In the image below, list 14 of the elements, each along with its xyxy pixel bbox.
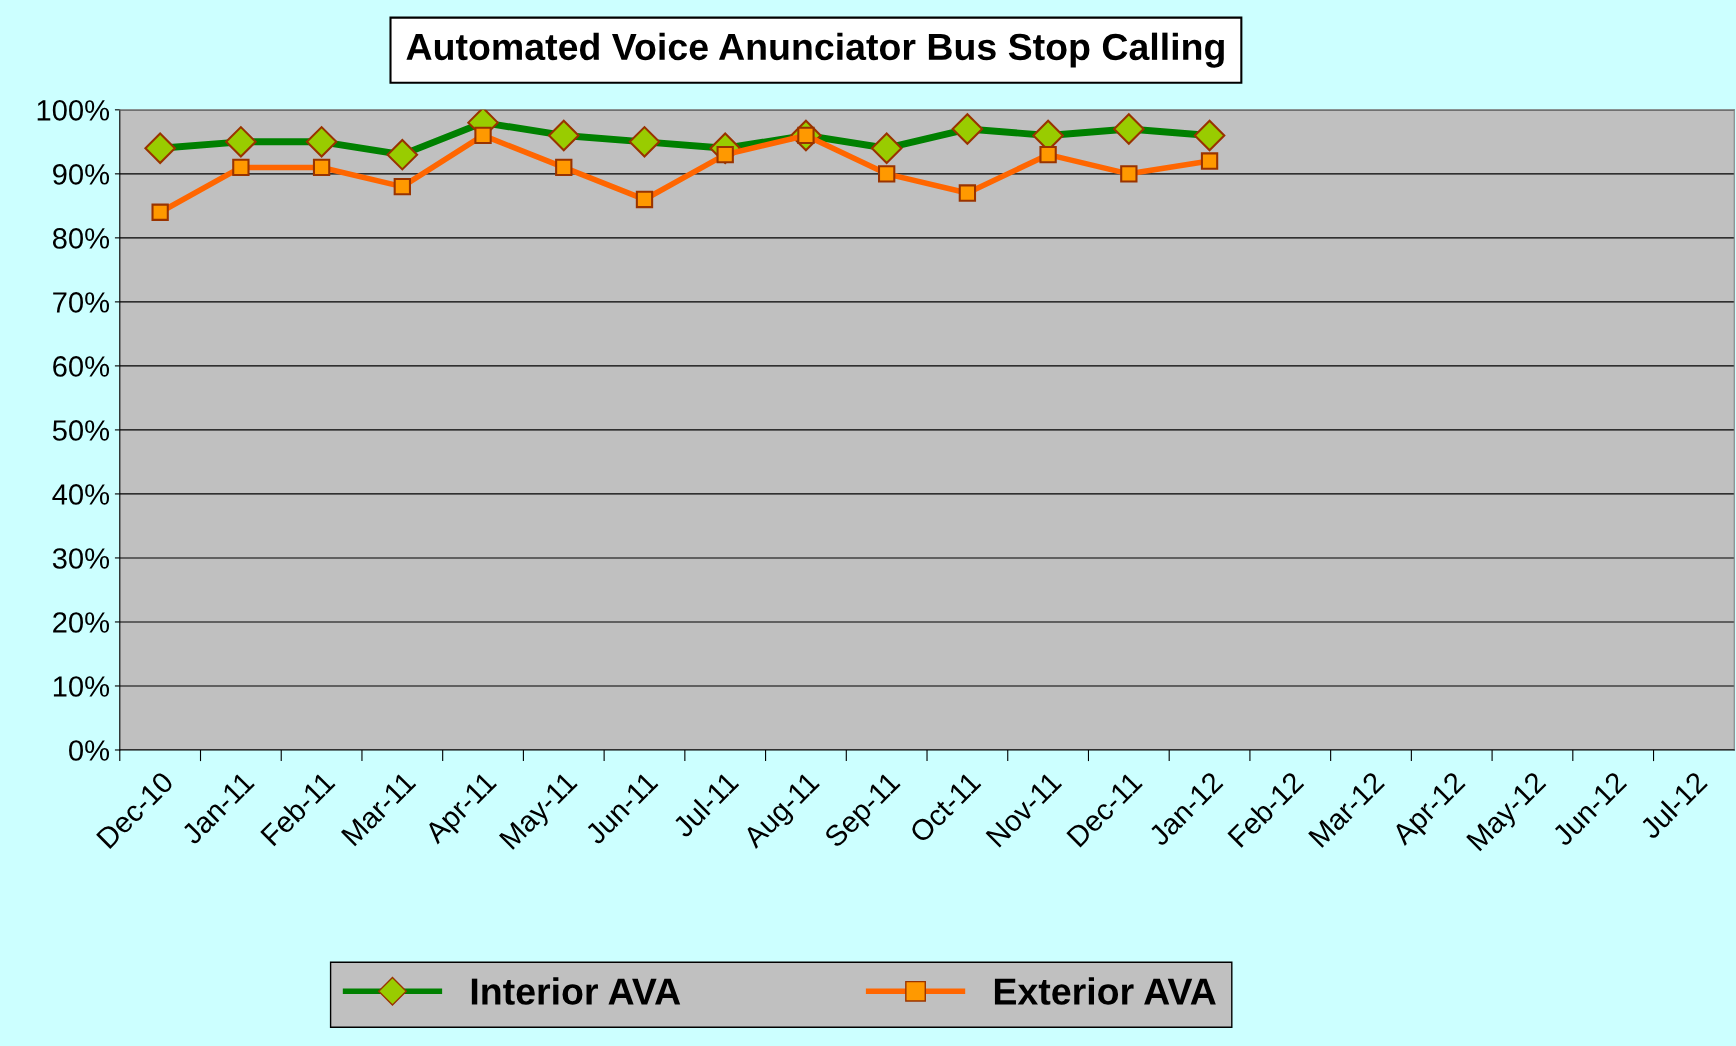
y-tick-label: 40% (52, 484, 110, 505)
chart-title: Automated Voice Anunciator Bus Stop Calling (406, 32, 1224, 68)
y-tick-label: 70% (53, 292, 110, 313)
y-tick-label: 100% (37, 100, 110, 121)
y-tick-label: 60% (53, 356, 110, 377)
legend-label: Interior AVA (471, 977, 681, 1005)
y-tick-label: 0% (69, 740, 110, 761)
y-tick-label: 50% (52, 420, 110, 441)
y-tick-label: 20% (53, 612, 110, 633)
y-tick-label: 30% (52, 548, 110, 569)
y-tick-label: 10% (53, 676, 110, 697)
y-tick-label: 90% (53, 164, 110, 185)
y-tick-label: 80% (52, 228, 110, 249)
legend-label: Exterior AVA (994, 977, 1216, 1005)
